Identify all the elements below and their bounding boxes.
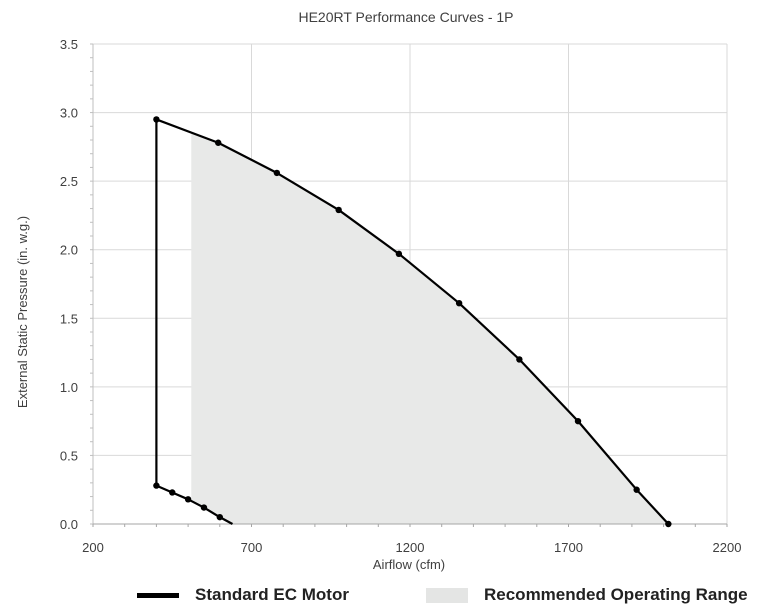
data-point-upper: [516, 356, 523, 363]
data-point-lower: [216, 513, 223, 521]
legend-item-motor: Standard EC Motor: [137, 584, 349, 606]
x-tick-label: 1200: [396, 540, 425, 555]
chart-title: HE20RT Performance Curves - 1P: [298, 9, 513, 25]
legend-label-range: Recommended Operating Range: [484, 585, 748, 604]
x-tick-label: 700: [241, 540, 263, 555]
data-point-upper: [665, 520, 672, 528]
y-tick-label: 0.5: [60, 448, 78, 463]
legend-swatch-line: [137, 592, 179, 598]
data-point-upper: [273, 169, 281, 177]
data-point-upper: [153, 116, 160, 123]
data-point-upper: [395, 250, 403, 258]
x-tick-label: 1700: [554, 540, 583, 555]
y-tick-label: 2.0: [60, 243, 78, 258]
data-point-upper: [335, 206, 342, 214]
data-point-lower: [200, 504, 208, 511]
y-tick-label: 1.0: [60, 380, 78, 395]
data-point-lower: [184, 496, 192, 503]
y-tick-label: 3.0: [60, 106, 78, 121]
x-axis-label: Airflow (cfm): [373, 557, 445, 572]
data-point-lower: [169, 489, 176, 496]
series-points: [153, 116, 672, 528]
y-tick-label: 0.0: [60, 517, 78, 532]
tick-labels: 200 700 1200 1700 2200 0.0 0.5 1.0 1.5 2.0 2.5 3.0 3…: [60, 37, 742, 555]
legend-swatch-range: [426, 587, 468, 603]
legend-label-motor: Standard EC Motor: [195, 585, 349, 604]
y-tick-label: 3.5: [60, 37, 78, 52]
y-axis-label: External Static Pressure (in. w.g.): [15, 216, 30, 408]
y-tick-label: 2.5: [60, 174, 78, 189]
data-point-lower: [153, 482, 160, 489]
y-tick-label: 1.5: [60, 311, 78, 326]
data-point-upper: [633, 486, 640, 493]
data-point-upper: [215, 139, 222, 146]
x-tick-label: 2200: [713, 540, 742, 555]
x-tick-label: 200: [82, 540, 104, 555]
data-point-upper: [574, 417, 582, 425]
legend-item-range: Recommended Operating Range: [426, 584, 748, 606]
axes: [90, 43, 728, 527]
operating-range-area: [191, 132, 669, 525]
data-point-upper: [455, 300, 463, 307]
